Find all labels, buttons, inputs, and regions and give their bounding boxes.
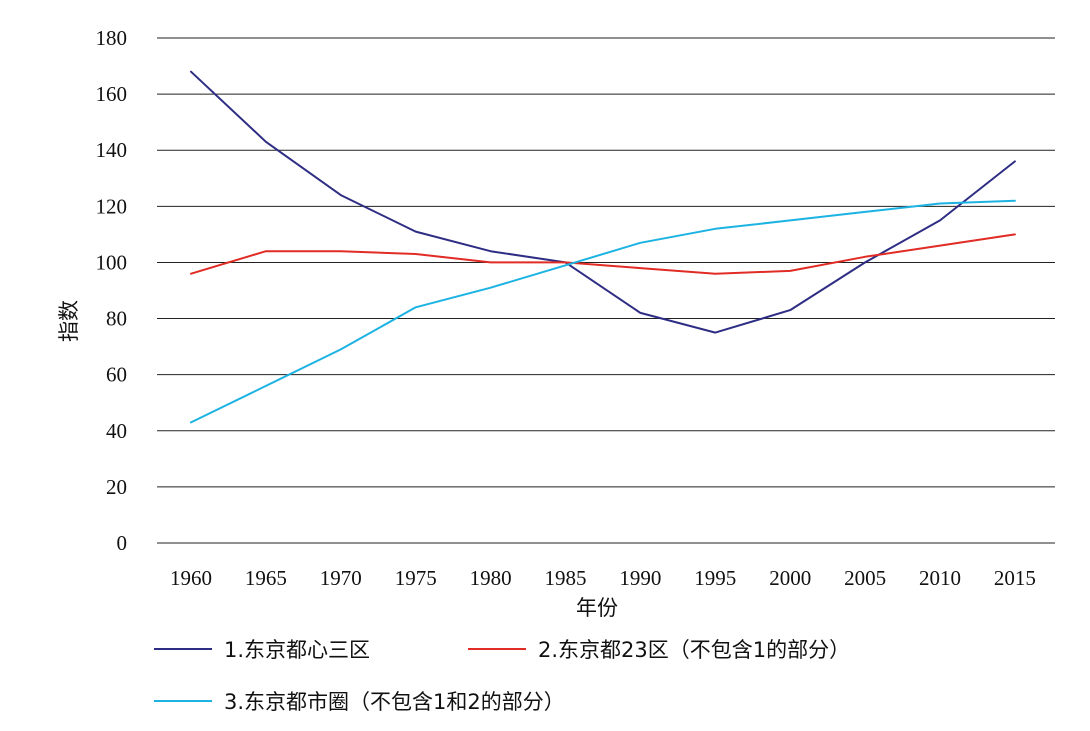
legend-label: 1.东京都心三区 bbox=[224, 638, 370, 662]
y-tick-label: 120 bbox=[96, 194, 128, 218]
x-tick-label: 2010 bbox=[919, 566, 961, 590]
y-tick-label: 20 bbox=[106, 475, 127, 499]
series-line-3 bbox=[190, 199, 1016, 424]
y-axis-tick-labels: 0 20 40 60 80 100 120 140 160 180 bbox=[96, 26, 128, 555]
legend-label: 3.东京都市圈（不包含1和2的部分） bbox=[224, 690, 565, 714]
y-axis-title: 指数 bbox=[57, 300, 81, 342]
legend-item-1: 1.东京都心三区 bbox=[154, 638, 370, 662]
x-axis-tick-labels: 1960 1965 1970 1975 1980 1985 1990 1995 2000 2005… bbox=[170, 566, 1036, 590]
x-tick-label: 1975 bbox=[395, 566, 437, 590]
x-tick-label: 1985 bbox=[545, 566, 587, 590]
x-tick-label: 1965 bbox=[245, 566, 287, 590]
y-tick-label: 80 bbox=[106, 307, 127, 331]
legend: 1.东京都心三区 2.东京都23区（不包含1的部分） 3.东京都市圈（不包含1和2的… bbox=[154, 638, 850, 714]
x-tick-label: 1970 bbox=[320, 566, 362, 590]
series-lines bbox=[190, 70, 1016, 424]
gridlines bbox=[157, 37, 1055, 544]
y-tick-label: 60 bbox=[106, 363, 127, 387]
x-tick-label: 1995 bbox=[694, 566, 736, 590]
y-tick-label: 180 bbox=[96, 26, 128, 50]
x-axis-title: 年份 bbox=[576, 596, 618, 620]
y-tick-label: 100 bbox=[96, 250, 128, 274]
x-tick-label: 2005 bbox=[844, 566, 886, 590]
x-tick-label: 1980 bbox=[470, 566, 512, 590]
y-tick-label: 0 bbox=[117, 531, 128, 555]
y-tick-label: 160 bbox=[96, 82, 128, 106]
series-line-1 bbox=[190, 70, 1016, 334]
legend-item-2: 2.东京都23区（不包含1的部分） bbox=[468, 638, 850, 662]
x-tick-label: 2000 bbox=[769, 566, 811, 590]
x-tick-label: 2015 bbox=[994, 566, 1036, 590]
x-tick-label: 1990 bbox=[619, 566, 661, 590]
y-tick-label: 140 bbox=[96, 138, 128, 162]
legend-label: 2.东京都23区（不包含1的部分） bbox=[538, 638, 850, 662]
y-tick-label: 40 bbox=[106, 419, 127, 443]
legend-item-3: 3.东京都市圈（不包含1和2的部分） bbox=[154, 690, 565, 714]
series-line-2 bbox=[190, 233, 1016, 275]
x-tick-label: 1960 bbox=[170, 566, 212, 590]
